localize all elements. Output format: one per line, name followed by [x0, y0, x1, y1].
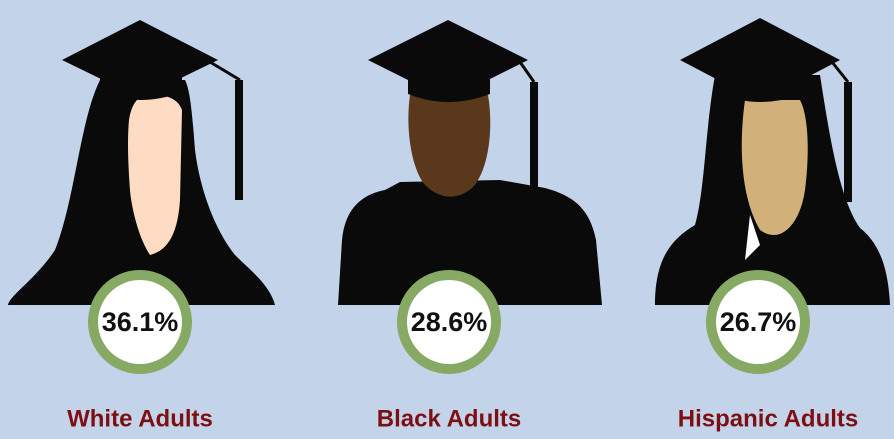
group-label: White Adults: [67, 405, 213, 432]
group-label: Black Adults: [377, 405, 521, 432]
badge: [716, 280, 800, 364]
badge: [407, 280, 491, 364]
percentage: 28.6%: [411, 307, 488, 337]
percentage: 26.7%: [720, 307, 797, 337]
percentage: 36.1%: [102, 307, 179, 337]
graduate-figure: [655, 18, 890, 305]
badge: [98, 280, 182, 364]
group-label: Hispanic Adults: [678, 405, 858, 432]
graduate-figure: [338, 20, 602, 305]
graduate-figure: [8, 20, 275, 305]
